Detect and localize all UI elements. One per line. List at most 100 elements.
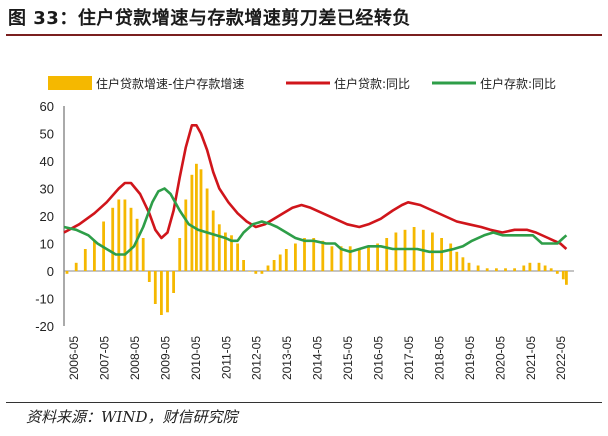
gap-bar xyxy=(123,199,127,271)
gap-bar xyxy=(230,235,233,272)
x-tick-labels: 2006-05 2007-05 2008-05 2009-05 2010-05 2011-… xyxy=(67,336,568,380)
gap-bar xyxy=(321,240,325,272)
gap-bar xyxy=(403,229,407,272)
gap-bar xyxy=(522,265,526,271)
source-divider xyxy=(6,402,602,403)
y-tick-label: 30 xyxy=(40,182,54,197)
gap-bar xyxy=(467,262,471,272)
axes xyxy=(63,106,574,326)
x-tick-label: 2011-05 xyxy=(219,336,233,379)
gap-bar xyxy=(504,268,507,272)
y-tick-label: 60 xyxy=(40,99,54,114)
gap-bar xyxy=(348,246,352,272)
gap-bar xyxy=(147,271,151,282)
growth-lines xyxy=(63,124,568,256)
legend-label-gap: 住户贷款增速-住户存款增速 xyxy=(96,76,244,91)
gap-bar xyxy=(495,268,498,272)
gap-bar xyxy=(254,271,258,274)
gap-bar xyxy=(83,249,87,271)
y-tick-label: 20 xyxy=(40,209,54,224)
x-tick-label: 2016-05 xyxy=(372,336,386,380)
gap-bar xyxy=(129,207,133,272)
gap-bar xyxy=(248,271,252,272)
gap-bar xyxy=(549,268,553,272)
chart-title: 图 33：住户贷款增速与存款增速剪刀差已经转负 xyxy=(8,8,411,29)
x-tick-label: 2007-05 xyxy=(98,336,112,380)
gap-bar xyxy=(485,268,489,272)
x-tick-label: 2017-05 xyxy=(402,336,416,380)
gap-bar xyxy=(199,169,203,272)
y-tick-label: 0 xyxy=(47,264,54,279)
gap-bar xyxy=(65,271,69,274)
gap-bar xyxy=(266,265,270,271)
gap-bar xyxy=(303,238,306,271)
gap-bar xyxy=(449,243,453,271)
legend: 住户贷款增速-住户存款增速 住户贷款:同比 住户存款:同比 xyxy=(48,76,556,91)
gap-bar xyxy=(376,243,379,271)
gap-bar xyxy=(141,238,145,271)
gap-bar xyxy=(312,238,316,271)
gap-bar xyxy=(537,262,541,272)
gap-bar xyxy=(166,271,169,313)
gap-bar xyxy=(178,238,182,271)
gap-bar xyxy=(455,251,459,272)
source-note: 资料来源：WIND，财信研究院 xyxy=(26,408,238,426)
gap-bar xyxy=(272,260,276,271)
gap-bar xyxy=(555,271,559,274)
x-tick-label: 2022-05 xyxy=(554,336,568,380)
title-divider xyxy=(6,34,602,36)
x-tick-label: 2009-05 xyxy=(158,336,172,380)
legend-label-loan: 住户贷款:同比 xyxy=(334,76,410,91)
gap-bar xyxy=(543,265,547,271)
deposit-growth-line xyxy=(63,187,568,256)
gap-bar xyxy=(184,199,188,271)
gap-bar xyxy=(190,174,194,272)
gap-bar xyxy=(339,246,343,272)
y-tick-labels: 60 50 40 30 20 10 0 -10 -20 xyxy=(35,99,54,334)
gap-bar xyxy=(461,257,465,272)
chart: 住户贷款增速-住户存款增速 住户贷款:同比 住户存款:同比 60 50 40 30 20… xyxy=(35,76,574,380)
gap-bar xyxy=(135,218,139,272)
y-tick-label: 10 xyxy=(40,237,54,252)
gap-bar xyxy=(160,271,163,315)
y-tick-label: 50 xyxy=(40,127,54,142)
y-tick-label: -10 xyxy=(35,292,54,307)
legend-swatch-gap xyxy=(48,76,92,90)
x-tick-label: 2014-05 xyxy=(311,336,325,380)
gap-bars xyxy=(65,163,568,315)
gap-bar xyxy=(284,249,288,271)
x-tick-label: 2006-05 xyxy=(67,336,81,380)
x-tick-label: 2010-05 xyxy=(189,336,203,380)
gap-bar xyxy=(195,163,198,272)
gap-bar xyxy=(211,210,215,271)
gap-bar xyxy=(117,199,121,271)
x-tick-label: 2020-05 xyxy=(493,336,507,380)
gap-bar xyxy=(357,249,361,271)
x-tick-label: 2012-05 xyxy=(250,336,264,380)
gap-bar xyxy=(440,238,443,271)
gap-bar xyxy=(476,265,480,271)
x-tick-label: 2021-05 xyxy=(524,336,538,380)
gap-bar xyxy=(385,238,389,271)
x-tick-label: 2013-05 xyxy=(280,336,294,380)
gap-bar xyxy=(172,271,175,293)
gap-bar xyxy=(528,262,532,272)
gap-bar xyxy=(236,243,239,271)
gap-bar xyxy=(74,262,78,272)
gap-bar xyxy=(561,271,565,280)
y-tick-label: 40 xyxy=(40,154,54,169)
legend-label-deposit: 住户存款:同比 xyxy=(480,76,556,91)
x-tick-label: 2015-05 xyxy=(341,336,355,380)
gap-bar xyxy=(367,246,370,272)
x-tick-label: 2008-05 xyxy=(128,336,142,380)
gap-bar xyxy=(294,243,297,271)
gap-bar xyxy=(330,246,334,272)
gap-bar xyxy=(224,232,227,271)
gap-bar xyxy=(242,260,245,271)
loan-growth-line xyxy=(63,124,568,250)
gap-bar xyxy=(205,188,209,271)
gap-bar xyxy=(217,224,221,272)
y-tick-label: -20 xyxy=(35,319,54,334)
gap-bar xyxy=(565,271,568,285)
x-tick-label: 2018-05 xyxy=(432,336,446,380)
